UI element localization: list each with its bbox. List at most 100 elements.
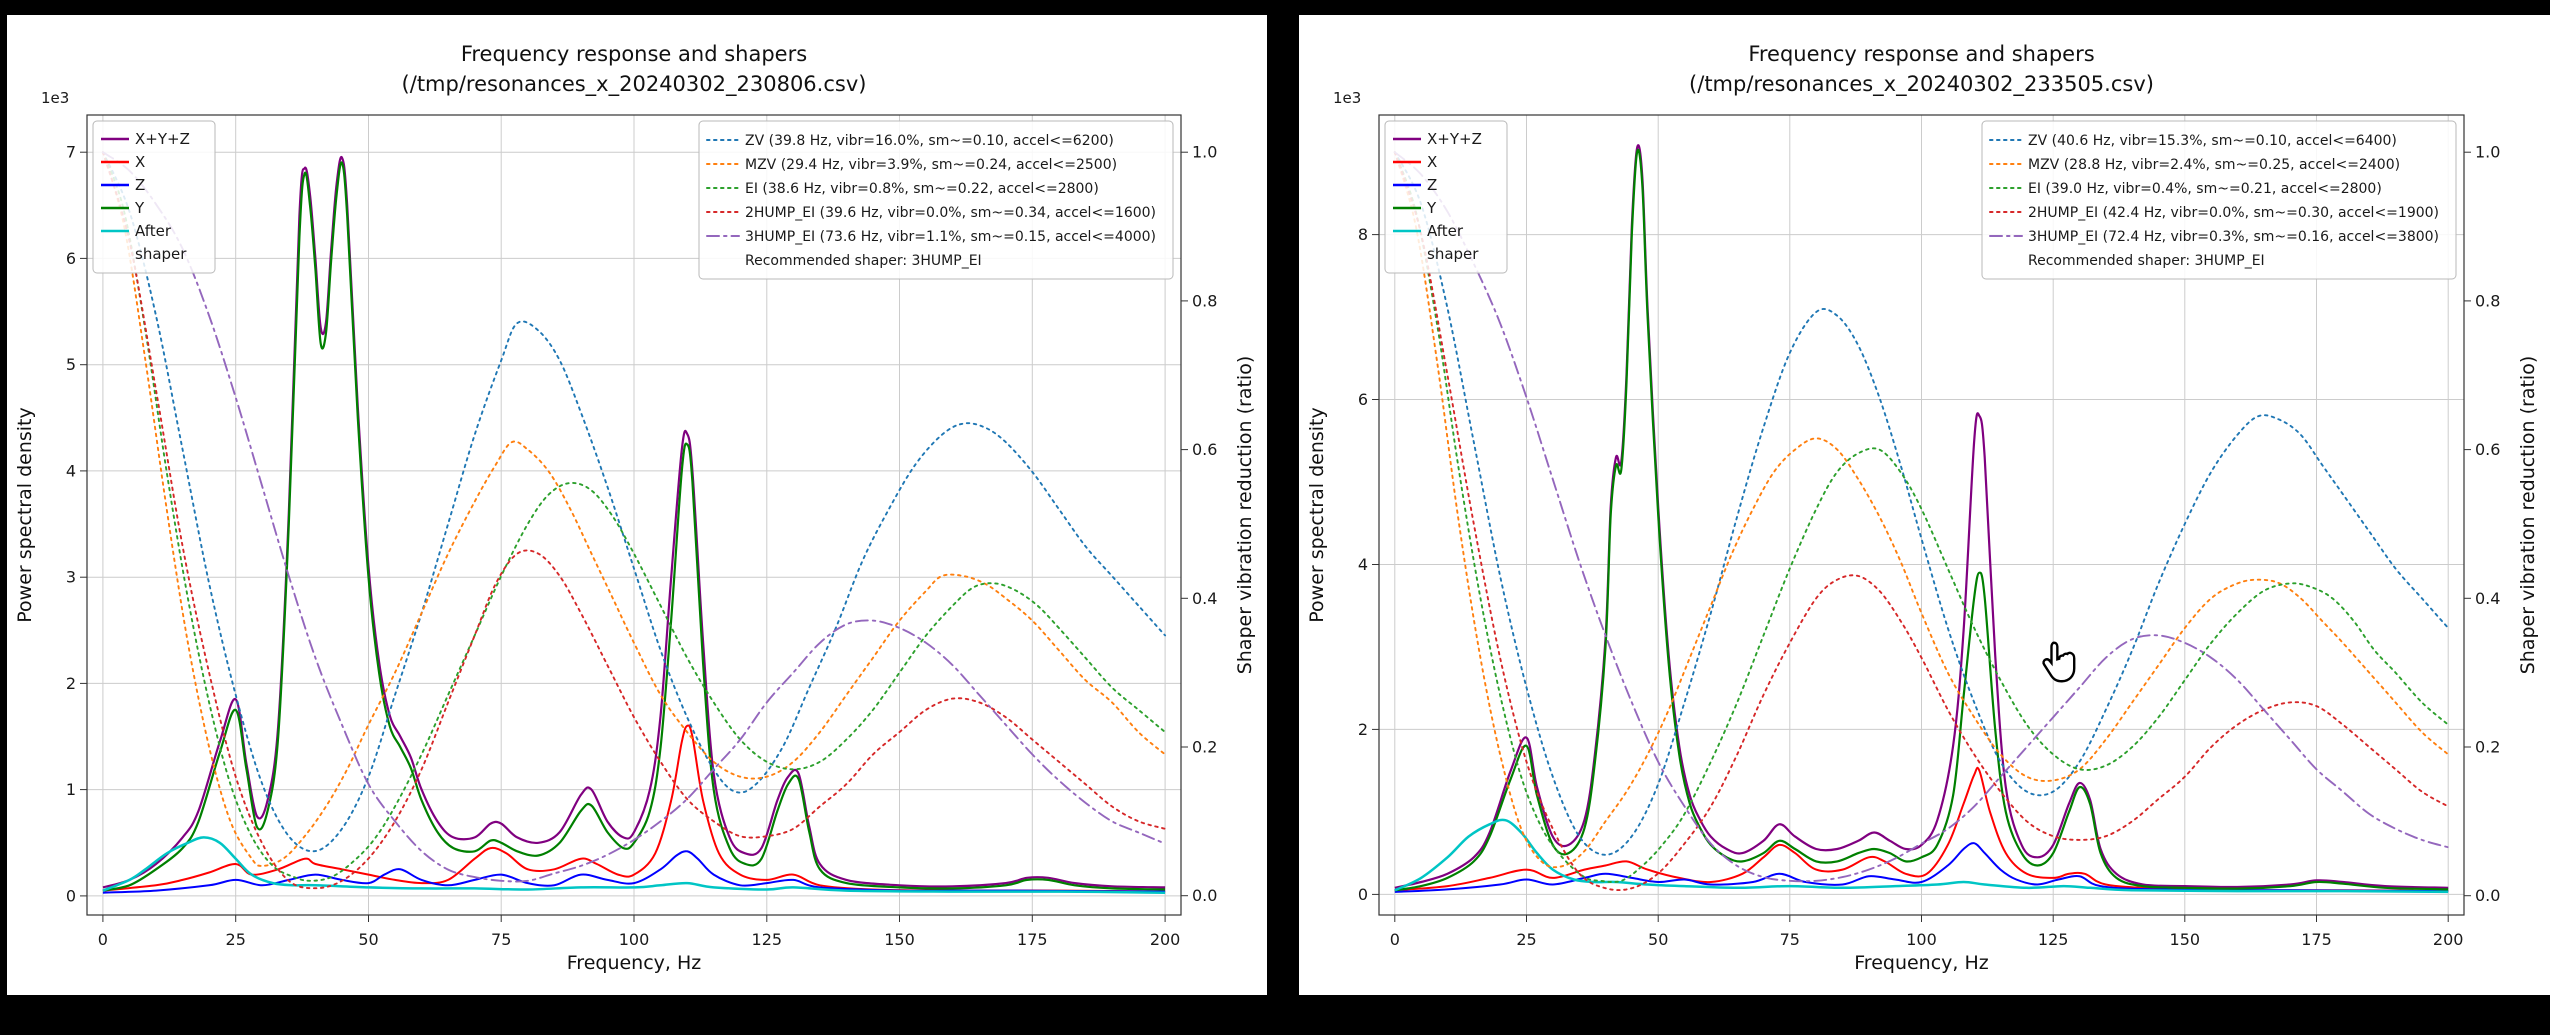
svg-text:7: 7 [66, 143, 76, 162]
legend-psd: X+Y+Z XZY After shaper [92, 120, 216, 274]
svg-text:75: 75 [1780, 930, 1800, 949]
svg-text:Z: Z [135, 176, 145, 194]
psd-series-Z [1394, 842, 2449, 893]
svg-text:2HUMP_EI (39.6 Hz, vibr=0.0%,: 2HUMP_EI (39.6 Hz, vibr=0.0%, sm~=0.34, … [745, 205, 1156, 221]
series-lines [1393, 144, 2450, 894]
svg-text:shaper: shaper [1427, 245, 1479, 263]
right-chart-panel: 0 25 50 75 100 125 150 175 200 0 2 4 6 8 0.0 0.2 0.4 0.6 0… [1299, 15, 2550, 995]
chart-svg: 0 25 50 75 100 125 150 175 200 0 2 4 6 8 0.0 0.2 0.4 0.6 0… [1306, 42, 2539, 974]
shaper-series-ZV [1393, 151, 2450, 856]
legend-shapers: ZV (39.8 Hz, vibr=16.0%, sm~=0.10, accel… [698, 120, 1174, 280]
svg-text:25: 25 [226, 930, 246, 949]
svg-text:Y: Y [134, 199, 145, 217]
svg-text:1.0: 1.0 [1192, 143, 1217, 162]
svg-text:X: X [135, 153, 145, 171]
svg-text:200: 200 [2433, 930, 2464, 949]
svg-text:X+Y+Z: X+Y+Z [1427, 130, 1482, 148]
svg-text:4: 4 [66, 461, 76, 480]
svg-text:75: 75 [491, 930, 511, 949]
chart-title: Frequency response and shapers [461, 42, 807, 66]
svg-text:175: 175 [1017, 930, 1048, 949]
svg-text:0: 0 [1358, 885, 1368, 904]
svg-text:2: 2 [66, 674, 76, 693]
svg-text:0.0: 0.0 [2475, 886, 2500, 905]
svg-text:5: 5 [66, 355, 76, 374]
svg-text:6: 6 [1358, 390, 1368, 409]
svg-text:0: 0 [66, 886, 76, 905]
psd-series-Y [102, 161, 1166, 892]
shaper-series-2HUMP_EI [101, 151, 1167, 890]
svg-text:EI (38.6 Hz, vibr=0.8%, sm~=0.: EI (38.6 Hz, vibr=0.8%, sm~=0.22, accel<… [745, 181, 1099, 197]
svg-text:After: After [1427, 222, 1464, 240]
y-axis-left-label: Power spectral density [14, 407, 36, 622]
svg-text:8: 8 [1358, 225, 1368, 244]
shaper-series-MZV [101, 151, 1167, 867]
svg-text:3HUMP_EI (73.6 Hz, vibr=1.1%,: 3HUMP_EI (73.6 Hz, vibr=1.1%, sm~=0.15, … [745, 229, 1156, 245]
svg-text:125: 125 [2038, 930, 2069, 949]
y-axis-right-label: Shaper vibration reduction (ratio) [2517, 356, 2539, 675]
svg-text:0.8: 0.8 [2475, 291, 2500, 310]
axis-offset-text: 1e3 [41, 89, 69, 107]
svg-text:MZV (28.8 Hz, vibr=2.4%, sm~=0: MZV (28.8 Hz, vibr=2.4%, sm~=0.25, accel… [2028, 157, 2400, 173]
svg-text:2HUMP_EI (42.4 Hz, vibr=0.0%,: 2HUMP_EI (42.4 Hz, vibr=0.0%, sm~=0.30, … [2028, 205, 2439, 221]
shaper-series-3HUMP_EI [1393, 151, 2450, 883]
axes: 0 25 50 75 100 125 150 175 200 0 1 2 3 4 5 6 7 0.0 0.2 0.4 0… [66, 143, 1218, 949]
chart-title: Frequency response and shapers [1748, 42, 2094, 66]
chart-subtitle: (/tmp/resonances_x_20240302_233505.csv) [1689, 72, 2154, 97]
y-axis-left-label: Power spectral density [1306, 407, 1328, 622]
chart-subtitle: (/tmp/resonances_x_20240302_230806.csv) [402, 72, 867, 97]
svg-text:shaper: shaper [135, 245, 187, 263]
svg-text:125: 125 [752, 930, 783, 949]
svg-text:0.8: 0.8 [1192, 291, 1217, 310]
svg-text:Z: Z [1427, 176, 1437, 194]
svg-text:X: X [1427, 153, 1437, 171]
svg-text:0.4: 0.4 [1192, 589, 1217, 608]
axis-offset-text: 1e3 [1333, 89, 1361, 107]
svg-text:3HUMP_EI (72.4 Hz, vibr=0.3%,: 3HUMP_EI (72.4 Hz, vibr=0.3%, sm~=0.16, … [2028, 229, 2439, 245]
svg-text:0.6: 0.6 [2475, 440, 2500, 459]
svg-text:175: 175 [2301, 930, 2332, 949]
shaper-series-3HUMP_EI [101, 151, 1167, 883]
x-axis-label: Frequency, Hz [1854, 952, 1989, 974]
svg-text:EI (39.0 Hz, vibr=0.4%, sm~=0.: EI (39.0 Hz, vibr=0.4%, sm~=0.21, accel<… [2028, 181, 2382, 197]
psd-series-After shaper [102, 836, 1166, 894]
svg-text:0.0: 0.0 [1192, 886, 1217, 905]
svg-text:200: 200 [1150, 930, 1181, 949]
svg-text:0: 0 [98, 930, 108, 949]
recommended-shaper-text: Recommended shaper: 3HUMP_EI [2028, 253, 2265, 269]
svg-text:150: 150 [2170, 930, 2201, 949]
psd-series-X [1394, 766, 2449, 893]
svg-text:50: 50 [1648, 930, 1668, 949]
svg-text:1.0: 1.0 [2475, 143, 2500, 162]
psd-series-After shaper [1394, 818, 2449, 894]
x-axis-label: Frequency, Hz [567, 952, 702, 974]
shaper-series-2HUMP_EI [1393, 151, 2450, 892]
axes: 0 25 50 75 100 125 150 175 200 0 2 4 6 8 0.0 0.2 0.4 0.6 0… [1358, 143, 2501, 949]
legend-shapers: ZV (40.6 Hz, vibr=15.3%, sm~=0.10, accel… [1981, 120, 2457, 280]
svg-text:X+Y+Z: X+Y+Z [135, 130, 190, 148]
svg-text:MZV (29.4 Hz, vibr=3.9%, sm~=0: MZV (29.4 Hz, vibr=3.9%, sm~=0.24, accel… [745, 157, 1117, 173]
psd-series-X [102, 724, 1166, 893]
svg-text:3: 3 [66, 568, 76, 587]
svg-text:Y: Y [1426, 199, 1437, 217]
svg-text:150: 150 [884, 930, 915, 949]
svg-text:4: 4 [1358, 555, 1368, 574]
svg-text:6: 6 [66, 249, 76, 268]
panel-divider [1267, 15, 1299, 995]
svg-text:1: 1 [66, 780, 76, 799]
svg-text:50: 50 [358, 930, 378, 949]
chart-svg: 0 25 50 75 100 125 150 175 200 0 1 2 3 4 5 6 7 0.0 0.2 0.4 0… [14, 42, 1256, 974]
left-chart-panel: 0 25 50 75 100 125 150 175 200 0 1 2 3 4 5 6 7 0.0 0.2 0.4 0… [7, 15, 1267, 995]
svg-text:ZV (40.6 Hz, vibr=15.3%, sm~=0: ZV (40.6 Hz, vibr=15.3%, sm~=0.10, accel… [2028, 133, 2397, 149]
shaper-series-MZV [1393, 151, 2450, 869]
y-axis-right-label: Shaper vibration reduction (ratio) [1234, 356, 1256, 675]
svg-text:25: 25 [1516, 930, 1536, 949]
svg-text:After: After [135, 222, 172, 240]
shaper-series-EI [101, 151, 1167, 882]
bottom-letterbox [0, 995, 2550, 1035]
svg-text:2: 2 [1358, 720, 1368, 739]
svg-text:100: 100 [619, 930, 650, 949]
svg-text:ZV (39.8 Hz, vibr=16.0%, sm~=0: ZV (39.8 Hz, vibr=16.0%, sm~=0.10, accel… [745, 133, 1114, 149]
shaper-series-EI [1393, 151, 2450, 884]
svg-text:0: 0 [1390, 930, 1400, 949]
